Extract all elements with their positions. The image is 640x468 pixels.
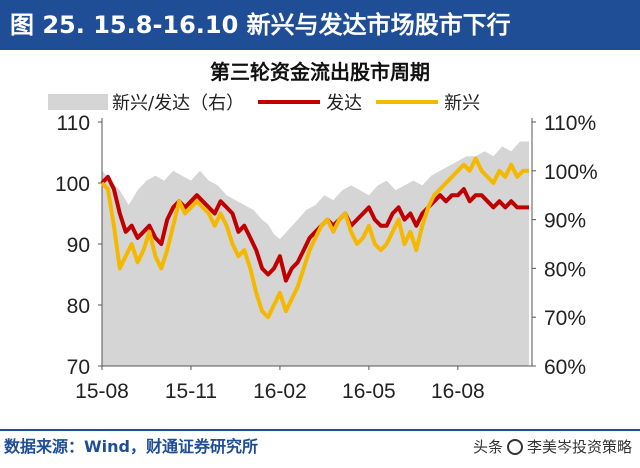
legend-label-ratio: 新兴/发达（右） <box>112 93 245 114</box>
series-line-emerging <box>100 156 529 320</box>
legend-swatch-ratio <box>48 94 108 110</box>
chart-legend: 新兴/发达（右） 发达 新兴 <box>48 89 494 115</box>
watermark-logo-icon <box>506 438 523 455</box>
right-tick-label: 100% <box>544 161 598 184</box>
legend-item-ratio: 新兴/发达（右） <box>48 89 244 115</box>
right-tick-label: 80% <box>544 258 586 281</box>
series-area-ratio <box>102 141 530 366</box>
left-tick-label: 80 <box>67 295 90 318</box>
right-tick-label: 110% <box>544 112 596 135</box>
x-tick-label: 16-08 <box>431 380 485 403</box>
legend-label-developed: 发达 <box>326 93 363 114</box>
watermark: 头条 李美岑投资策略 <box>473 436 632 457</box>
watermark-name: 李美岑投资策略 <box>526 438 632 456</box>
x-tick-label: 16-05 <box>342 380 396 403</box>
watermark-prefix: 头条 <box>472 438 503 456</box>
right-tick-label: 90% <box>544 210 586 233</box>
legend-item-developed: 发达 <box>258 89 362 115</box>
legend-label-emerging: 新兴 <box>444 93 481 114</box>
left-tick-label: 100 <box>55 173 90 196</box>
chart-title: 第三轮资金流出股市周期 <box>210 60 430 84</box>
legend-swatch-developed <box>258 100 321 104</box>
legend-item-emerging: 新兴 <box>376 89 480 115</box>
source-note: 数据来源：Wind，财通证券研究所 <box>4 437 258 456</box>
figure-title: 图 25. 15.8-16.10 新兴与发达市场股市下行 <box>10 11 511 39</box>
x-tick-label: 16-02 <box>253 380 307 403</box>
series-line-developed <box>100 174 529 283</box>
x-tick-label: 15-08 <box>75 380 129 403</box>
figure-title-banner: 图 25. 15.8-16.10 新兴与发达市场股市下行 <box>0 0 640 50</box>
right-tick-label: 70% <box>544 307 586 330</box>
x-tick-label: 15-11 <box>165 380 217 403</box>
chart-plot: 70 80 90 100 110 60% 70% 80% 90% 100% 110% 15-08 15-… <box>55 112 598 403</box>
left-tick-label: 90 <box>67 234 90 257</box>
right-tick-label: 60% <box>544 356 586 379</box>
legend-swatch-emerging <box>376 100 439 104</box>
left-tick-label: 110 <box>57 112 90 135</box>
footer-divider <box>0 429 640 431</box>
left-tick-label: 70 <box>67 356 90 379</box>
